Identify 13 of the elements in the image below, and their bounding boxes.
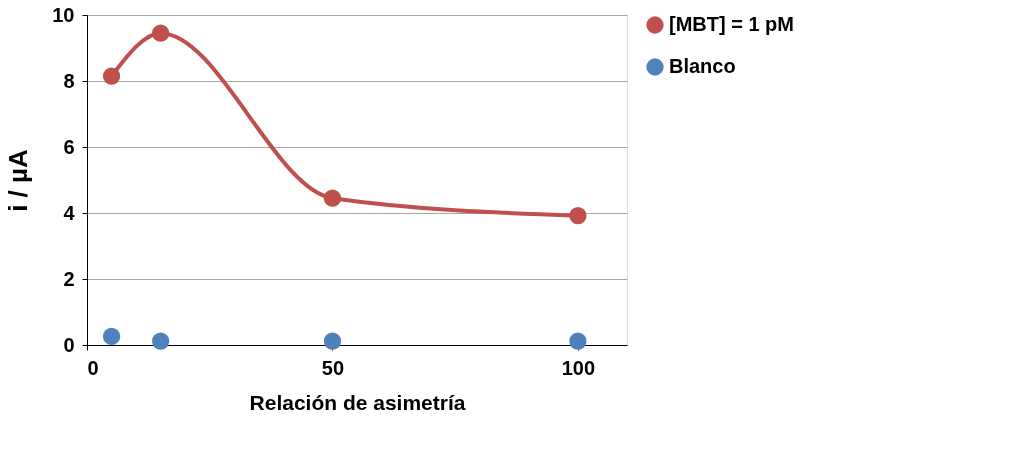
legend-label: [MBT] = 1 pM (669, 13, 794, 35)
x-tick-label: 50 (321, 356, 345, 379)
y-tick-label: 8 (63, 69, 75, 92)
y-tick-label: 0 (63, 333, 75, 356)
y-tick-label: 10 (52, 3, 75, 26)
y-tick-label: 2 (63, 267, 75, 290)
y-tick-label: 6 (63, 135, 75, 158)
legend-label: Blanco (669, 55, 736, 77)
y-axis-title: i / µA (3, 148, 34, 212)
x-tick-label: 0 (87, 356, 99, 379)
x-axis-title: Relación de asimetría (249, 390, 466, 414)
y-tick-label: 4 (63, 201, 76, 224)
x-tick-label: 100 (561, 356, 596, 379)
